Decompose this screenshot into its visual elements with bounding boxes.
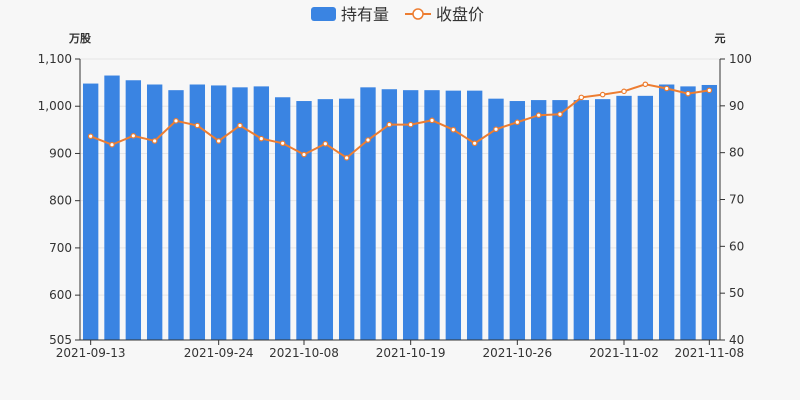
close-price-point bbox=[535, 112, 542, 119]
close-price-point bbox=[109, 141, 115, 148]
close-price-point bbox=[407, 121, 414, 128]
y-left-tick-label: 1,000 bbox=[38, 99, 72, 113]
close-price-point bbox=[173, 118, 179, 124]
y-left-tick-label: 505 bbox=[49, 333, 72, 347]
bar-holding bbox=[594, 99, 611, 341]
close-price-point bbox=[450, 126, 457, 133]
y-left-tick-label: 1,100 bbox=[38, 52, 72, 66]
legend-line-marker bbox=[412, 8, 424, 20]
bar-holding bbox=[402, 90, 419, 341]
close-price-point bbox=[194, 122, 201, 129]
bar-holding bbox=[381, 89, 398, 340]
legend-item-holding[interactable]: 持有量 bbox=[311, 5, 389, 24]
close-price-point bbox=[599, 91, 606, 98]
bar-holding bbox=[104, 75, 120, 340]
bar-holding bbox=[488, 98, 504, 340]
legend-bar-swatch bbox=[311, 7, 336, 21]
x-tick-label: 2021-09-13 bbox=[56, 346, 126, 360]
bar-holding bbox=[530, 100, 547, 340]
close-price-point bbox=[258, 135, 265, 142]
legend-label: 持有量 bbox=[341, 5, 389, 24]
y-left-tick-label: 900 bbox=[49, 146, 72, 160]
bar-holding bbox=[296, 101, 312, 341]
bar-series bbox=[82, 75, 718, 341]
close-price-point bbox=[514, 119, 521, 126]
gridlines bbox=[80, 58, 720, 296]
bar-holding bbox=[317, 99, 334, 341]
bar-holding bbox=[445, 90, 462, 340]
close-price-point bbox=[493, 126, 499, 133]
bar-holding bbox=[616, 95, 632, 340]
bar-holding bbox=[573, 100, 590, 340]
x-tick-label: 2021-11-08 bbox=[674, 346, 744, 360]
close-price-point bbox=[215, 138, 222, 144]
bar-holding bbox=[680, 86, 696, 340]
close-price-point bbox=[663, 85, 670, 92]
bar-holding bbox=[168, 90, 184, 341]
close-price-point bbox=[557, 111, 563, 118]
close-price-point bbox=[706, 87, 713, 94]
bar-holding bbox=[509, 101, 526, 341]
close-price-point bbox=[621, 88, 627, 95]
bar-holding bbox=[146, 84, 163, 340]
bar-holding bbox=[338, 98, 355, 340]
bar-holding bbox=[424, 90, 440, 341]
x-tick-label: 2021-09-24 bbox=[184, 346, 254, 360]
y-left-unit: 万股 bbox=[68, 32, 92, 45]
x-tick-label: 2021-10-08 bbox=[269, 346, 339, 360]
line-series bbox=[87, 81, 713, 161]
bar-holding bbox=[658, 84, 675, 340]
x-tick-label: 2021-10-26 bbox=[482, 346, 552, 360]
x-tick-label: 2021-10-19 bbox=[376, 346, 446, 360]
close-price-point bbox=[237, 122, 243, 129]
close-price-point bbox=[343, 155, 350, 161]
close-price-point bbox=[642, 81, 649, 88]
bar-holding bbox=[466, 90, 483, 340]
bar-holding bbox=[82, 83, 99, 340]
y-right-tick-label: 60 bbox=[729, 239, 744, 253]
y-right-tick-label: 100 bbox=[729, 52, 752, 66]
y-right-unit: 元 bbox=[715, 32, 726, 45]
bar-holding bbox=[253, 86, 270, 340]
y-right-tick-label: 70 bbox=[729, 193, 744, 207]
bar-holding bbox=[189, 84, 206, 340]
legend-item-close-price[interactable]: 收盘价 bbox=[405, 5, 484, 24]
legend[interactable]: 持有量 收盘价 bbox=[311, 5, 484, 24]
x-tick-label: 2021-11-02 bbox=[589, 346, 659, 360]
close-price-point bbox=[365, 137, 371, 143]
close-price-line bbox=[90, 83, 710, 160]
bar-holding bbox=[274, 97, 291, 340]
y-right-tick-label: 50 bbox=[729, 286, 744, 300]
bar-holding bbox=[552, 100, 568, 340]
close-price-point bbox=[578, 94, 585, 101]
close-price-point bbox=[386, 121, 393, 128]
bar-holding bbox=[125, 80, 142, 340]
y-right-tick-label: 40 bbox=[729, 333, 744, 347]
bar-holding bbox=[701, 84, 718, 340]
close-price-point bbox=[301, 151, 307, 158]
axes: 505 600 700 800 900 1,000 1,100 40 50 60 70 80 90 100… bbox=[38, 32, 752, 360]
y-left-tick-label: 600 bbox=[49, 288, 72, 302]
y-left-tick-label: 800 bbox=[49, 194, 72, 208]
close-price-point bbox=[279, 140, 286, 147]
close-price-point bbox=[151, 138, 158, 144]
bar-holding bbox=[210, 85, 227, 341]
close-price-point bbox=[685, 90, 691, 97]
close-price-point bbox=[471, 140, 478, 147]
close-price-point bbox=[322, 140, 329, 147]
legend-label: 收盘价 bbox=[436, 5, 484, 24]
y-right-tick-label: 80 bbox=[729, 146, 744, 160]
y-left-tick-label: 700 bbox=[49, 241, 72, 255]
close-price-point bbox=[130, 133, 137, 139]
y-right-tick-label: 90 bbox=[729, 99, 744, 113]
close-price-point bbox=[429, 117, 435, 124]
close-price-point bbox=[87, 133, 94, 140]
bar-holding bbox=[637, 95, 654, 340]
bar-holding bbox=[360, 87, 376, 340]
bar-holding bbox=[232, 87, 248, 340]
